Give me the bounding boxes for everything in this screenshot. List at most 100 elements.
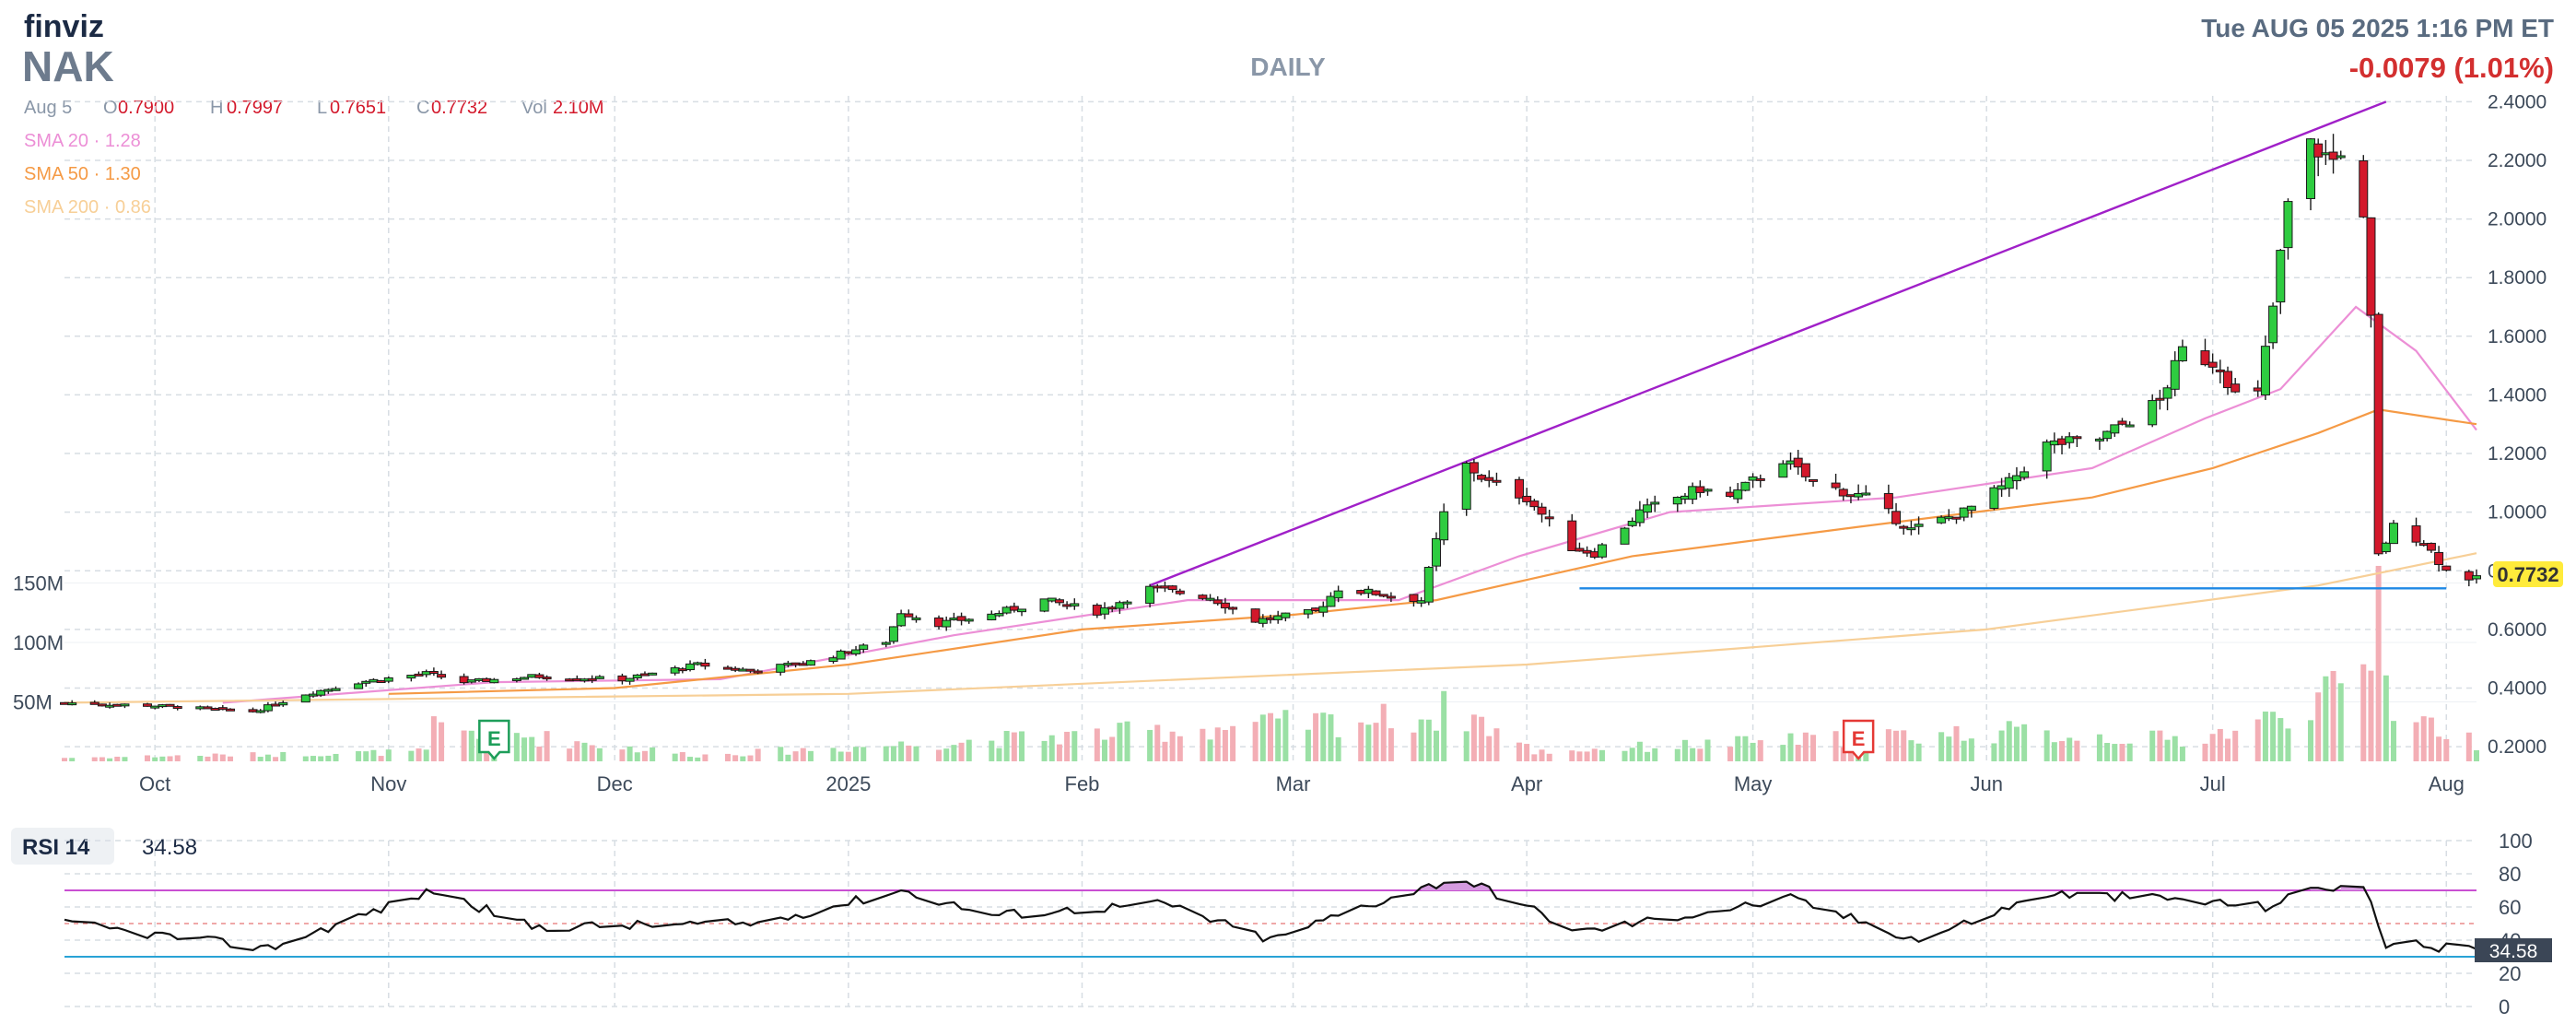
candle-body bbox=[1266, 617, 1275, 620]
candle-body bbox=[1198, 595, 1208, 599]
date-tick-label: Mar bbox=[1276, 772, 1311, 795]
candle-body bbox=[1356, 590, 1366, 595]
volume-bar bbox=[250, 752, 256, 761]
trendline[interactable] bbox=[1149, 100, 2387, 587]
volume-bar bbox=[1645, 751, 1651, 761]
candle-body bbox=[1672, 496, 1682, 505]
candle-body bbox=[1627, 521, 1637, 526]
rsi-label-box[interactable]: RSI 14 bbox=[11, 828, 114, 865]
candle-body bbox=[1205, 597, 1215, 601]
volume-bar bbox=[1539, 749, 1545, 761]
candle-body bbox=[2020, 471, 2030, 478]
candle-body bbox=[1597, 544, 1607, 558]
earnings-marker[interactable]: E bbox=[478, 719, 510, 760]
rsi-tick-label: 0 bbox=[2499, 995, 2510, 1018]
candle-body bbox=[1160, 585, 1170, 589]
trendlines[interactable] bbox=[1149, 100, 2447, 590]
volume-bar bbox=[2164, 739, 2171, 761]
candle-body bbox=[677, 668, 687, 672]
rsi-line bbox=[64, 880, 2477, 953]
earnings-marker-label: E bbox=[487, 727, 501, 750]
volume-bar bbox=[310, 756, 316, 761]
volume-bar bbox=[1757, 740, 1763, 761]
ticker-symbol: NAK bbox=[22, 42, 114, 90]
candle-body bbox=[2381, 542, 2391, 553]
candle-body bbox=[414, 673, 424, 677]
sma200-legend[interactable]: SMA 200 · 0.86 bbox=[24, 197, 151, 218]
timeframe-label[interactable]: DAILY bbox=[1250, 53, 1326, 81]
sma50-legend[interactable]: SMA 50 · 1.30 bbox=[24, 164, 141, 184]
volume-bar bbox=[91, 757, 98, 761]
volume-bar bbox=[62, 758, 67, 761]
volume-bar bbox=[837, 751, 844, 761]
high-value: 0.7997 bbox=[227, 98, 283, 118]
candle-body bbox=[1175, 590, 1185, 595]
candle-body bbox=[1755, 477, 1765, 481]
volume-bar bbox=[2436, 736, 2442, 761]
low-value: 0.7651 bbox=[330, 98, 386, 118]
volume-bar bbox=[2308, 720, 2314, 761]
price-tick-label: 2.2000 bbox=[2488, 150, 2547, 171]
volume-bar bbox=[1433, 730, 1439, 761]
volume-bar bbox=[1968, 738, 1974, 761]
candle-body bbox=[1838, 489, 1848, 497]
volume-bar bbox=[2172, 736, 2178, 761]
candle-body bbox=[1883, 492, 1893, 510]
candle-body bbox=[1575, 547, 1585, 552]
candle-body bbox=[300, 694, 310, 703]
volume-bar bbox=[1252, 722, 1259, 761]
volume-bar bbox=[2383, 675, 2389, 761]
volume-bar bbox=[2262, 712, 2268, 761]
volume-bar bbox=[1222, 729, 1228, 761]
volume-bar bbox=[1169, 731, 1176, 761]
volume-bar bbox=[1569, 750, 1575, 761]
volume-bar bbox=[2360, 664, 2367, 761]
close-label: C bbox=[416, 98, 429, 118]
candle-body bbox=[1009, 606, 1019, 611]
candle-body bbox=[2155, 397, 2165, 401]
volume-bar bbox=[1681, 739, 1688, 761]
finviz-logo[interactable]: finviz bbox=[24, 9, 104, 44]
volume-bar bbox=[107, 758, 113, 761]
volume-bar bbox=[732, 755, 739, 761]
price-tick-label: 0.6000 bbox=[2488, 619, 2547, 641]
candle-body bbox=[776, 664, 786, 673]
candle-body bbox=[1989, 487, 1999, 510]
volume-bar bbox=[1207, 739, 1213, 761]
candle-body bbox=[105, 704, 115, 708]
candle-body bbox=[987, 613, 997, 621]
volume-bar bbox=[1998, 730, 2005, 761]
candle-body bbox=[2268, 305, 2278, 344]
volume-label: Vol bbox=[521, 98, 547, 118]
volume-bar bbox=[1380, 703, 1387, 761]
candle-body bbox=[1371, 590, 1381, 595]
candle-body bbox=[805, 660, 815, 666]
candle-body bbox=[2441, 565, 2452, 571]
volume-bar bbox=[785, 754, 791, 761]
candle-body bbox=[1514, 478, 1524, 499]
rsi-last-tag: 34.58 bbox=[2475, 938, 2552, 962]
volume-bar bbox=[755, 748, 761, 761]
volume-bar bbox=[2074, 740, 2080, 761]
volume-bar bbox=[1991, 743, 1997, 761]
volume-tick-label: 150M bbox=[13, 571, 64, 595]
volume-bar bbox=[1200, 728, 1206, 761]
volume-bar bbox=[2270, 712, 2277, 761]
candle-body bbox=[2389, 523, 2399, 545]
date-tick-label: Jun bbox=[1970, 772, 2002, 795]
rsi-tick-label: 100 bbox=[2499, 830, 2533, 853]
candle-body bbox=[1228, 606, 1238, 610]
volume-bar bbox=[2368, 670, 2374, 761]
candle-body bbox=[89, 701, 100, 705]
price-tick-label: 2.4000 bbox=[2488, 91, 2547, 112]
volume-bar bbox=[958, 742, 965, 761]
sma20-legend[interactable]: SMA 20 · 1.28 bbox=[24, 131, 141, 151]
rsi-tick-label: 80 bbox=[2499, 863, 2521, 886]
earnings-marker[interactable]: E bbox=[1842, 719, 1875, 760]
volume-bar bbox=[1041, 740, 1048, 761]
candle-body bbox=[1167, 585, 1177, 591]
volume-bar bbox=[174, 755, 181, 761]
candle-body bbox=[2177, 346, 2187, 362]
